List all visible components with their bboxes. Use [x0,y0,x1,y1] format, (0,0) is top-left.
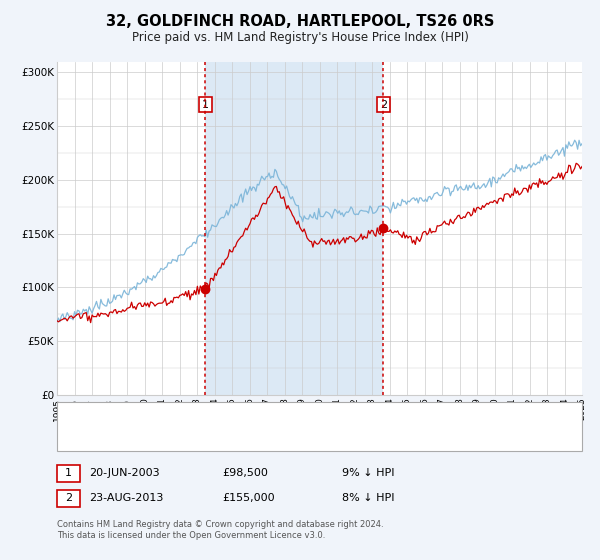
Point [379,224,388,233]
Text: £155,000: £155,000 [222,493,275,503]
Text: 2: 2 [65,493,72,503]
Bar [205,62,383,395]
Text: 32, GOLDFINCH ROAD, HARTLEPOOL, TS26 0RS: 32, GOLDFINCH ROAD, HARTLEPOOL, TS26 0RS [106,14,494,29]
Text: Contains HM Land Registry data © Crown copyright and database right 2024.: Contains HM Land Registry data © Crown c… [57,520,383,529]
Text: 1: 1 [65,468,72,478]
Text: This data is licensed under the Open Government Licence v3.0.: This data is licensed under the Open Gov… [57,531,325,540]
Text: 20-JUN-2003: 20-JUN-2003 [89,468,160,478]
Text: 32, GOLDFINCH ROAD, HARTLEPOOL, TS26 0RS (detached house): 32, GOLDFINCH ROAD, HARTLEPOOL, TS26 0RS… [100,410,442,421]
Text: HPI: Average price, detached house, Hartlepool: HPI: Average price, detached house, Hart… [100,432,347,442]
Text: 1: 1 [202,100,209,110]
Point [200,284,210,293]
Text: 23-AUG-2013: 23-AUG-2013 [89,493,163,503]
Text: 9% ↓ HPI: 9% ↓ HPI [342,468,395,478]
Text: 2: 2 [380,100,387,110]
Text: Price paid vs. HM Land Registry's House Price Index (HPI): Price paid vs. HM Land Registry's House … [131,31,469,44]
Text: £98,500: £98,500 [222,468,268,478]
Text: 8% ↓ HPI: 8% ↓ HPI [342,493,395,503]
